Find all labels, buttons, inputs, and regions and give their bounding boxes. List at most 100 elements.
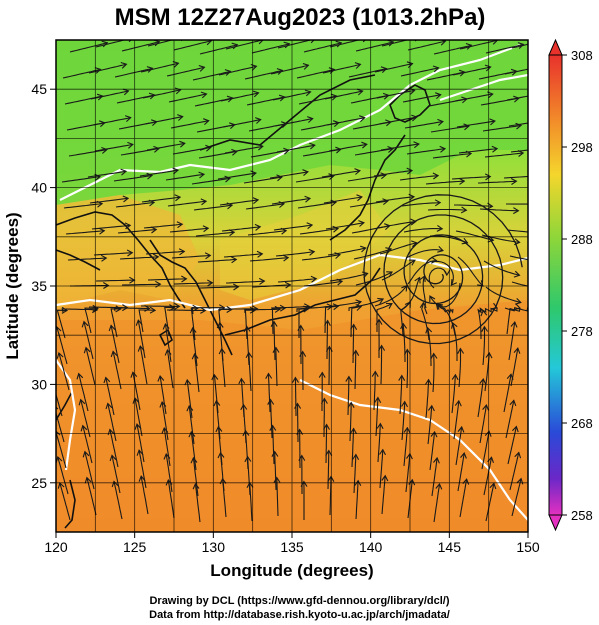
streamline-arrowhead xyxy=(179,140,186,148)
streamline-arrowhead xyxy=(283,41,291,49)
streamline-arrowhead xyxy=(451,321,458,329)
streamline xyxy=(69,42,108,53)
streamline-arrowhead xyxy=(360,245,367,253)
streamline-arrowhead xyxy=(174,194,182,202)
streamline xyxy=(138,450,147,489)
x-tick-label: 130 xyxy=(202,539,226,555)
streamline xyxy=(199,44,238,55)
streamline-arrowhead xyxy=(120,168,128,176)
y-tick-label: 45 xyxy=(31,81,47,97)
streamline xyxy=(325,222,365,230)
streamline-arrowhead xyxy=(352,453,360,461)
streamline-arrowhead xyxy=(189,326,197,334)
colorbar-tick-label: 288 xyxy=(571,232,593,247)
streamline xyxy=(194,353,200,393)
streamline xyxy=(503,374,512,413)
streamline xyxy=(405,453,411,493)
streamline-arrowhead xyxy=(443,269,451,277)
plot-area xyxy=(56,40,528,532)
streamline xyxy=(85,347,96,386)
streamline xyxy=(164,306,175,337)
streamline xyxy=(138,309,156,333)
streamline-arrowhead xyxy=(162,322,170,330)
streamline xyxy=(139,346,148,385)
streamline-arrowhead xyxy=(510,320,518,328)
streamline xyxy=(78,373,89,412)
streamline xyxy=(121,283,161,286)
streamline-arrowhead xyxy=(450,279,458,286)
streamline-arrowhead xyxy=(265,372,273,379)
streamline xyxy=(355,480,359,520)
streamline-arrowhead xyxy=(515,122,523,130)
streamline-arrowhead xyxy=(374,396,382,404)
streamline xyxy=(399,175,439,181)
streamline xyxy=(347,174,386,182)
streamline xyxy=(422,276,428,315)
streamline xyxy=(504,68,528,75)
streamline-arrowhead xyxy=(186,404,194,412)
streamline xyxy=(350,305,362,338)
streamline-arrowhead xyxy=(238,377,246,385)
streamline xyxy=(453,400,460,440)
streamline-arrowhead xyxy=(489,118,496,126)
streamline xyxy=(217,172,256,180)
streamline-arrowhead xyxy=(513,207,520,215)
streamline-arrowhead xyxy=(178,248,186,256)
streamline xyxy=(348,298,384,312)
streamline-arrowhead xyxy=(439,145,447,153)
streamline xyxy=(165,173,205,181)
streamline-arrowhead xyxy=(513,270,521,278)
streamline-arrowhead xyxy=(302,62,310,70)
streamline xyxy=(146,142,185,151)
streamline xyxy=(484,152,524,158)
streamline-arrowhead xyxy=(252,197,260,205)
streamline-arrowhead xyxy=(81,320,89,328)
colorbar-bottom-arrow xyxy=(548,514,563,532)
colorbar-top-arrow xyxy=(548,38,563,56)
streamline-arrowhead xyxy=(135,319,143,326)
streamline xyxy=(381,259,416,281)
colorbar: 308 298 288 278 268 258 xyxy=(548,38,593,532)
streamline-arrowhead xyxy=(514,303,521,311)
streamline xyxy=(222,119,261,128)
streamline xyxy=(504,307,528,312)
streamline xyxy=(457,256,484,287)
streamline-arrowhead xyxy=(454,399,462,407)
streamline-arrowhead xyxy=(61,306,69,314)
streamline xyxy=(137,320,146,359)
streamline-arrowhead xyxy=(513,347,521,354)
streamline xyxy=(188,405,195,445)
streamline xyxy=(432,152,472,159)
streamline-arrowhead xyxy=(433,456,440,464)
colorbar-tick-label: 278 xyxy=(571,324,593,339)
y-axis: 25 30 35 40 45 xyxy=(31,81,56,491)
streamline-arrowhead xyxy=(219,477,227,485)
streamline-arrowhead xyxy=(127,141,134,149)
colorbar-scale xyxy=(548,54,563,516)
streamline-arrowhead xyxy=(202,225,210,233)
streamline-arrowhead xyxy=(434,199,442,207)
streamline xyxy=(94,143,133,152)
streamline xyxy=(430,125,469,133)
streamline-arrowhead xyxy=(84,476,92,484)
streamline-arrowhead xyxy=(414,276,421,284)
streamline-arrowhead xyxy=(430,352,438,360)
credit-data-source: Data from http://database.rish.kyoto-u.a… xyxy=(149,609,450,621)
streamline-arrowhead xyxy=(427,404,435,412)
wind-streamlines xyxy=(56,40,528,523)
streamline xyxy=(143,223,183,229)
streamline xyxy=(132,372,141,411)
streamline-arrowhead xyxy=(76,372,84,380)
streamline-arrowhead xyxy=(276,174,283,182)
streamline xyxy=(56,411,65,443)
streamline-arrowhead xyxy=(352,349,360,356)
streamline-arrowhead xyxy=(176,221,184,229)
streamline xyxy=(376,89,415,99)
streamline xyxy=(354,350,357,390)
streamline xyxy=(510,348,519,387)
streamline-arrowhead xyxy=(401,400,408,408)
streamline xyxy=(134,398,143,437)
streamline xyxy=(168,93,207,103)
streamline-arrowhead xyxy=(115,305,122,313)
streamline-arrowhead xyxy=(122,88,130,96)
